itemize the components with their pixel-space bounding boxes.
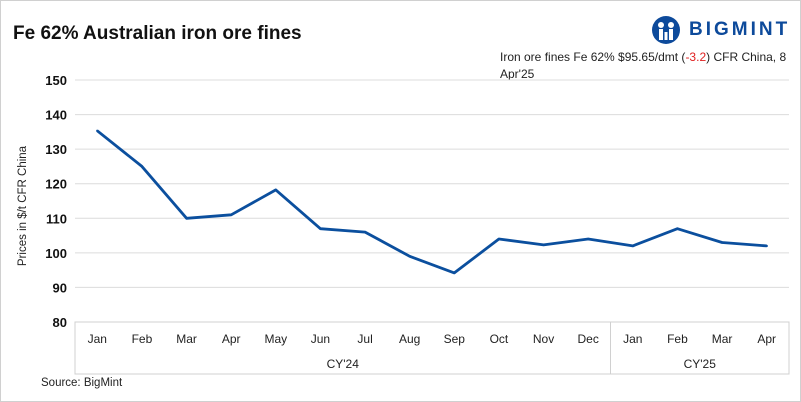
x-tick-label: Mar <box>712 332 733 346</box>
x-tick-label: Apr <box>757 332 776 346</box>
x-tick-label: Jun <box>311 332 330 346</box>
y-tick-label: 80 <box>53 315 67 330</box>
logo-people-icon <box>652 16 680 44</box>
data-point <box>185 217 188 220</box>
x-tick-label: Nov <box>533 332 554 346</box>
y-tick-label: 140 <box>45 108 67 123</box>
price-line <box>96 129 767 275</box>
y-tick-label: 100 <box>45 246 67 261</box>
data-point <box>229 213 233 217</box>
price-note: Iron ore fines Fe 62% $95.65/dmt (-3.2) … <box>500 49 800 83</box>
y-axis-label: Prices in $/t CFR China <box>17 145 29 266</box>
y-tick-label: 120 <box>45 177 67 192</box>
data-point <box>676 227 679 230</box>
data-point <box>631 244 635 248</box>
x-tick-label: Oct <box>490 332 509 346</box>
source-text: Source: BigMint <box>41 377 123 389</box>
x-group-label: CY'24 <box>327 357 360 371</box>
note-prefix: Iron ore fines Fe 62% $95.65/dmt ( <box>500 50 686 64</box>
data-point <box>586 237 590 241</box>
x-tick-label: Jan <box>623 332 642 346</box>
bigmint-logo: BIGMINT <box>651 15 790 45</box>
x-tick-label: Mar <box>176 332 197 346</box>
x-tick-label: Jan <box>88 332 107 346</box>
x-tick-label: May <box>264 332 287 346</box>
y-tick-label: 150 <box>45 73 67 88</box>
x-group-label: CY'25 <box>684 357 717 371</box>
x-axis-box <box>74 321 790 375</box>
data-point <box>542 243 545 247</box>
y-tick-label: 130 <box>45 142 67 157</box>
x-tick-label: Aug <box>399 332 420 346</box>
x-tick-label: Jul <box>357 332 372 346</box>
y-tick-label: 90 <box>53 280 67 295</box>
y-tick-label: 110 <box>46 211 67 226</box>
x-tick-label: Feb <box>132 332 153 346</box>
x-tick-label: Apr <box>222 332 241 346</box>
data-point <box>363 230 367 234</box>
note-change: -3.2 <box>685 50 707 64</box>
data-point <box>319 227 322 230</box>
data-point <box>720 241 724 244</box>
chart-title: Fe 62% Australian iron ore fines <box>13 23 302 44</box>
data-point <box>274 188 278 192</box>
data-point <box>140 165 144 168</box>
logo-text: BIGMINT <box>689 19 791 40</box>
x-tick-label: Sep <box>444 332 466 346</box>
data-point <box>497 237 501 241</box>
data-point <box>453 271 456 275</box>
x-tick-label: Feb <box>667 332 688 346</box>
data-point <box>765 244 768 248</box>
x-tick-label: Dec <box>578 332 599 346</box>
note-suffix: ) CFR China, 8 Apr'25 <box>500 50 787 81</box>
data-point <box>408 255 411 258</box>
data-point <box>96 129 99 133</box>
